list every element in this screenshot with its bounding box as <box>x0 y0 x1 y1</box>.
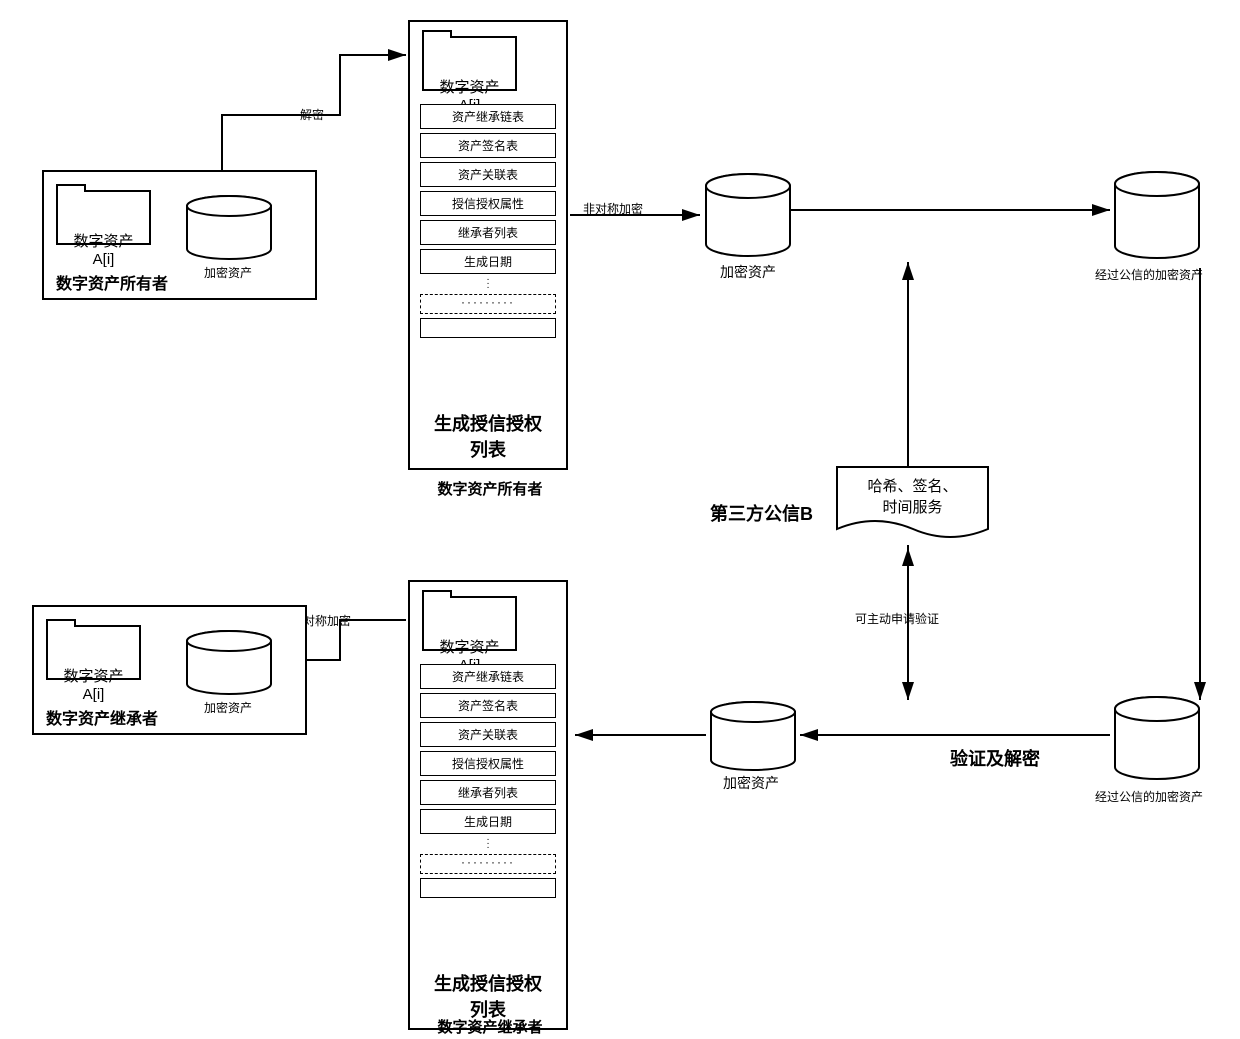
list-item: 生成日期 <box>420 249 556 274</box>
third-party-title: 第三方公信B <box>710 500 813 526</box>
bottom-right-cylinder <box>1112 695 1202 790</box>
auth-top-items: 资产继承链表 资产签名表 资产关联表 授信授权属性 继承者列表 生成日期 ···… <box>420 100 556 342</box>
owner-folder: 数字资产 A[i] <box>56 190 151 245</box>
owner-folder-label: 数字资产 A[i] <box>73 233 133 268</box>
owner-cylinder <box>184 194 274 269</box>
bottom-mid-cylinder <box>708 700 798 780</box>
top-right-cyl-label: 经过公信的加密资产 <box>1095 266 1203 283</box>
verify-request-label: 可主动申请验证 <box>855 610 939 627</box>
arrows-layer <box>0 0 1240 1039</box>
list-dots: ··· <box>420 278 556 290</box>
doc-text: 哈希、签名、 时间服务 <box>835 475 990 517</box>
list-item: 资产继承链表 <box>420 664 556 689</box>
list-item: 资产签名表 <box>420 693 556 718</box>
bottom-right-cyl-label: 经过公信的加密资产 <box>1095 788 1203 805</box>
auth-list-bottom-container: 数字资产 A[i] 资产继承链表 资产签名表 资产关联表 授信授权属性 继承者列… <box>408 580 568 1030</box>
bottom-mid-cyl-label: 加密资产 <box>723 773 779 793</box>
asym-encrypt-label: 非对称加密 <box>583 200 643 217</box>
list-item: 继承者列表 <box>420 780 556 805</box>
auth-top-role: 数字资产所有者 <box>420 478 560 499</box>
auth-bottom-role: 数字资产继承者 <box>420 1016 560 1037</box>
inheritor-container: 数字资产 A[i] 加密资产 数字资产继承者 <box>32 605 307 735</box>
list-item: 资产关联表 <box>420 722 556 747</box>
list-item-dotted: ········· <box>420 854 556 874</box>
inheritor-cylinder-label: 加密资产 <box>204 699 252 716</box>
inheritor-cylinder <box>184 629 274 704</box>
list-item-empty <box>420 878 556 898</box>
auth-bottom-items: 资产继承链表 资产签名表 资产关联表 授信授权属性 继承者列表 生成日期 ···… <box>420 660 556 902</box>
list-item: 授信授权属性 <box>420 191 556 216</box>
list-item: 继承者列表 <box>420 220 556 245</box>
sym-encrypt-label: 对称加密 <box>303 612 351 629</box>
top-mid-cyl-label: 加密资产 <box>720 262 776 282</box>
top-right-cylinder <box>1112 170 1202 270</box>
top-mid-cylinder <box>703 172 793 267</box>
verify-decrypt-label: 验证及解密 <box>950 745 1040 771</box>
auth-top-footer: 生成授信授权 列表 <box>410 410 566 462</box>
auth-top-folder: 数字资产 A[i] <box>422 36 517 91</box>
owner-title: 数字资产所有者 <box>56 270 168 294</box>
inheritor-title: 数字资产继承者 <box>46 705 158 729</box>
list-item: 资产继承链表 <box>420 104 556 129</box>
auth-bottom-folder: 数字资产 A[i] <box>422 596 517 651</box>
list-item: 资产关联表 <box>420 162 556 187</box>
auth-list-top-container: 数字资产 A[i] 资产继承链表 资产签名表 资产关联表 授信授权属性 继承者列… <box>408 20 568 470</box>
decrypt-label: 解密 <box>300 106 324 123</box>
auth-bottom-footer: 生成授信授权 列表 <box>410 970 566 1022</box>
list-item: 生成日期 <box>420 809 556 834</box>
inheritor-folder-label: 数字资产 A[i] <box>63 668 123 703</box>
diagram-canvas: 数字资产 A[i] 加密资产 数字资产所有者 解密 数字资产 A[i] 资产继承… <box>0 0 1240 1039</box>
list-item-dotted: ········· <box>420 294 556 314</box>
owner-container: 数字资产 A[i] 加密资产 数字资产所有者 <box>42 170 317 300</box>
owner-cylinder-label: 加密资产 <box>204 264 252 281</box>
list-item: 授信授权属性 <box>420 751 556 776</box>
inheritor-folder: 数字资产 A[i] <box>46 625 141 680</box>
third-party-doc: 哈希、签名、 时间服务 <box>835 465 990 545</box>
list-item: 资产签名表 <box>420 133 556 158</box>
list-item-empty <box>420 318 556 338</box>
list-dots: ··· <box>420 838 556 850</box>
